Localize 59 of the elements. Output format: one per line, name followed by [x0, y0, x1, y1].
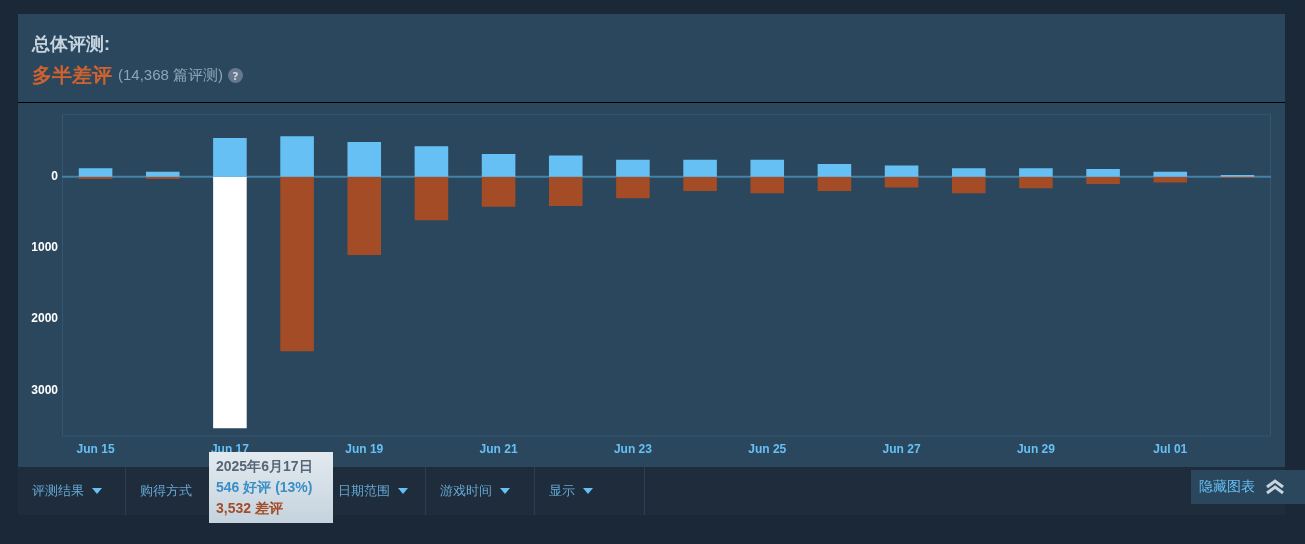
y-tick-label: 0	[51, 169, 59, 184]
x-tick-label: Jun 29	[1016, 442, 1056, 457]
bar	[750, 159, 785, 177]
bar	[951, 168, 986, 177]
text: 游戏时间	[440, 482, 492, 500]
bar	[817, 176, 852, 192]
bar	[347, 176, 382, 256]
x-tick-label: Jun 27	[882, 442, 921, 457]
bar	[817, 164, 852, 177]
text: 日期范围	[338, 482, 390, 500]
bar	[548, 155, 583, 177]
x-tick-label: Jul 01	[1153, 442, 1188, 457]
text: 隐藏图表	[1199, 478, 1255, 496]
bar	[1019, 168, 1053, 177]
bar	[213, 176, 247, 429]
bar	[481, 154, 516, 177]
bar	[884, 165, 919, 177]
text: 显示	[549, 482, 575, 500]
bar	[884, 176, 919, 188]
x-tick-label: Jun 21	[479, 442, 518, 457]
y-tick-label: 1000	[31, 240, 59, 255]
bar	[616, 159, 650, 177]
x-tick-label: Jun 15	[76, 442, 115, 457]
bar	[145, 176, 180, 179]
text: 购得方式	[140, 482, 192, 500]
text: 评测结果	[32, 482, 84, 500]
bar	[1019, 176, 1053, 189]
bar	[347, 141, 382, 177]
text: (14,368 篇评测)	[118, 66, 224, 85]
text: 546 好评 (13%)	[216, 478, 314, 497]
x-tick-label: Jun 25	[748, 442, 787, 457]
bar	[280, 176, 314, 352]
help-icon: ?	[228, 68, 244, 83]
bar	[78, 176, 113, 179]
y-tick-label: 2000	[31, 311, 59, 326]
bar	[145, 171, 180, 177]
bar	[78, 168, 113, 177]
bar	[414, 176, 449, 221]
y-tick-label: 3000	[31, 382, 59, 397]
bar	[213, 137, 247, 177]
bar	[1086, 176, 1120, 184]
bar	[1153, 171, 1188, 177]
text: 2025年6月17日	[216, 457, 314, 476]
text: 3,532 差评	[216, 499, 284, 518]
bar	[951, 176, 986, 194]
bar	[481, 176, 516, 207]
x-tick-label: Jun 23	[613, 442, 653, 457]
bar	[1086, 169, 1120, 177]
chart-title: 总体评测:	[32, 33, 111, 56]
x-tick-label: Jun 19	[345, 442, 384, 457]
bar	[414, 146, 449, 177]
bar	[750, 176, 785, 194]
bar	[548, 176, 583, 207]
bar	[616, 176, 650, 199]
chart-subtitle: 多半差评	[32, 63, 112, 88]
bar	[683, 159, 717, 177]
bar	[1153, 176, 1188, 183]
bar	[280, 136, 314, 177]
bar	[683, 176, 717, 192]
